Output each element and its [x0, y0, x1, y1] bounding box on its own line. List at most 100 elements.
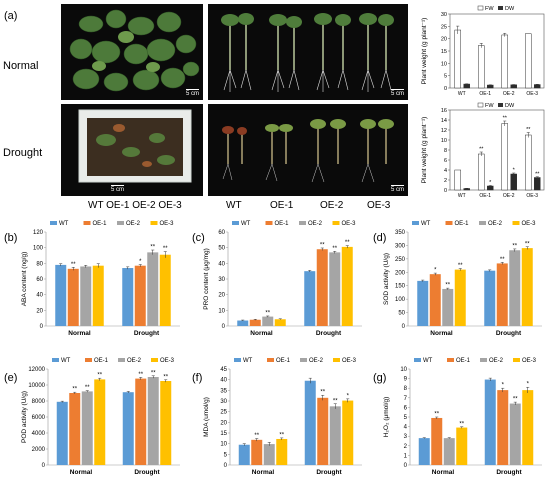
x-tick-label-drought: Drought — [134, 469, 160, 476]
y-tick-label: 0 — [224, 463, 228, 469]
x-tick-label-normal: Normal — [70, 469, 93, 476]
significance-mark: ** — [525, 241, 530, 247]
bar-oe-3-normal — [456, 427, 468, 465]
legend-label-fw: FW — [485, 6, 494, 12]
y-tick-label: 5 — [404, 415, 408, 421]
legend-swatch-oe-3 — [150, 221, 158, 225]
y-tick-label: 40 — [218, 261, 225, 267]
x-tick-label-oe-3: OE-3 — [526, 193, 538, 199]
bar-fw-wt — [454, 29, 461, 89]
bar-dw-wt — [463, 83, 470, 89]
bar-wt-normal — [418, 438, 430, 465]
significance-mark: ** — [163, 246, 168, 252]
y-axis-label: Plant weight (g plant⁻¹) — [421, 117, 428, 184]
y-tick-label: 10 — [441, 138, 447, 144]
panel-b-letter: (b) — [4, 232, 18, 244]
legend-swatch-oe-1 — [445, 221, 453, 225]
legend-label-oe-3: OE-3 — [342, 221, 357, 227]
bar-oe-1-drought — [317, 397, 329, 465]
chart-plant-weight-normal: FW DW 0 5 10 15 20 25 30 Plant weight (g plant⁻¹)… — [421, 5, 545, 97]
bar-fw-oe-3 — [525, 33, 532, 89]
bar-wt-drought — [484, 379, 496, 465]
significance-mark: ** — [254, 433, 259, 439]
drought-plants-image — [78, 109, 192, 183]
bar-oe-3-drought — [341, 246, 353, 326]
y-tick-label: 7 — [404, 396, 408, 402]
significance-mark: ** — [150, 245, 155, 251]
significance-mark: ** — [512, 243, 517, 249]
y-axis-label: SOD activity (U/g) — [383, 253, 390, 305]
chart-h2o2: WT OE-1 OE-2 OE-3 0 1 2 3 4 5 6 7 8 9 10 H₂O₂ (μmol/g) *… — [383, 358, 542, 476]
legend-label-oe-1: OE-1 — [275, 221, 290, 227]
y-tick-label: 0 — [404, 463, 408, 469]
significance-mark: ** — [72, 387, 77, 393]
bar-oe-3-normal — [454, 269, 466, 326]
bar-oe-3-drought — [159, 254, 171, 326]
y-tick-label: 0 — [222, 324, 226, 330]
bar-wt-drought — [122, 392, 134, 465]
bar-wt-normal — [55, 264, 67, 326]
significance-mark: ** — [513, 397, 518, 403]
significance-mark: ** — [279, 432, 284, 438]
x-tick-label-drought: Drought — [496, 330, 522, 337]
legend-label-wt: WT — [421, 221, 431, 227]
photo-drought-box: 5 cm — [61, 104, 203, 196]
bar-wt-normal — [417, 280, 429, 326]
y-axis-label: POD activity (U/g) — [21, 391, 28, 443]
legend-swatch-oe-1 — [83, 221, 91, 225]
bar-oe-1-drought — [135, 378, 147, 465]
legend-swatch-oe-2 — [479, 221, 486, 225]
significance-mark: ** — [445, 283, 450, 289]
bar-oe-1-normal — [431, 417, 443, 465]
y-tick-label: 0 — [40, 324, 44, 330]
x-tick-label-oe-1: OE-1 — [479, 91, 491, 97]
y-tick-label: 40 — [220, 378, 227, 384]
legend-label-oe-3: OE-3 — [342, 358, 357, 364]
bar-oe-2-normal — [263, 444, 275, 465]
x-tick-label-oe-2: OE-2 — [503, 193, 515, 199]
legend-swatch-oe-2 — [299, 221, 306, 225]
x-tick-label-normal: Normal — [252, 469, 275, 476]
bar-dw-oe-2 — [510, 173, 517, 191]
bar-oe-2-normal — [442, 288, 454, 326]
legend-label-wt: WT — [243, 358, 253, 364]
legend-swatch-fw — [477, 102, 484, 108]
significance-mark: ** — [85, 385, 90, 391]
legend-label-fw: FW — [485, 103, 494, 109]
panel-e-letter: (e) — [4, 372, 18, 384]
significance-mark: * — [527, 382, 530, 388]
significance-mark: ** — [500, 257, 505, 263]
legend-swatch-fw — [477, 5, 484, 11]
panel-g-letter: (g) — [373, 372, 387, 384]
legend-label-oe-2: OE-2 — [309, 358, 324, 364]
y-tick-label: 150 — [395, 284, 406, 290]
y-tick-label: 2 — [444, 178, 447, 184]
chart-aba: WT OE-1 OE-2 OE-3 0 20 40 60 80 100 120 ABA content… — [21, 221, 180, 337]
y-tick-label: 200 — [395, 270, 406, 276]
bar-oe-3-normal — [274, 319, 286, 326]
chart-pro: WT OE-1 OE-2 OE-3 0 10 20 30 40 50 60 PRO content (… — [203, 221, 362, 337]
bar-fw-oe-3 — [525, 134, 532, 191]
y-tick-label: 15 — [220, 431, 227, 437]
y-tick-label: 60 — [36, 277, 43, 283]
box-genotype-labels: WT OE-1 OE-2 OE-3 — [88, 200, 182, 211]
y-tick-label: 20 — [441, 37, 447, 43]
legend-swatch-wt — [52, 358, 59, 362]
bar-wt-drought — [484, 270, 496, 326]
legend-swatch-oe-1 — [447, 358, 454, 362]
legend-label-oe-1: OE-1 — [93, 221, 108, 227]
bar-oe-2-drought — [147, 252, 159, 326]
bar-oe-1-drought — [316, 249, 328, 326]
legend-swatch-wt — [232, 221, 239, 225]
y-tick-label: 12 — [441, 128, 447, 134]
significance-mark: ** — [333, 398, 338, 404]
y-tick-label: 14 — [441, 118, 447, 124]
y-tick-label: 4 — [444, 168, 447, 174]
bar-wt-normal — [237, 320, 249, 326]
legend-label-oe-1: OE-1 — [455, 221, 470, 227]
bar-oe-2-normal — [443, 438, 455, 465]
bar-oe-3-normal — [276, 438, 288, 465]
y-tick-label: 10 — [441, 61, 447, 67]
y-tick-label: 80 — [36, 261, 43, 267]
y-tick-label: 100 — [395, 297, 406, 303]
